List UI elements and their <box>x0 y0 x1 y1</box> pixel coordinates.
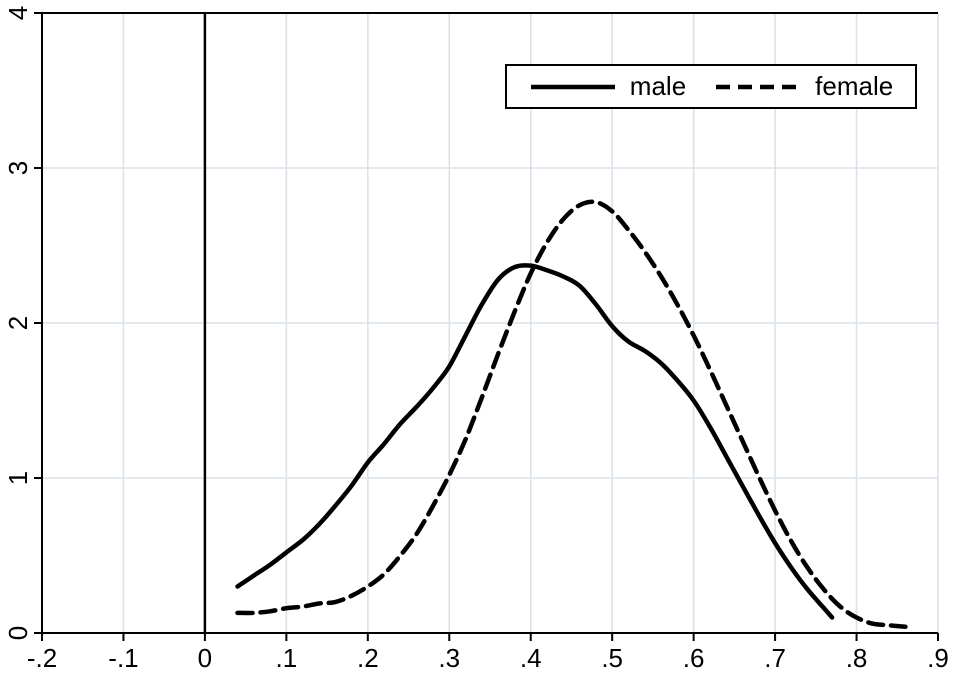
legend-item-male: male <box>529 73 686 101</box>
female-density-curve <box>235 199 908 630</box>
y-tick-label: 0 <box>3 626 33 640</box>
x-tick-label: .5 <box>601 643 623 673</box>
x-tick-label: 0 <box>198 643 212 673</box>
y-tick-label: 3 <box>3 161 33 175</box>
x-tick-label: .2 <box>357 643 379 673</box>
x-tick-label: .1 <box>276 643 298 673</box>
x-tick-label: -.2 <box>27 643 57 673</box>
x-tick-label: .4 <box>520 643 542 673</box>
legend-item-female: female <box>714 73 893 101</box>
legend: male female <box>505 64 917 109</box>
x-tick-label: .3 <box>438 643 460 673</box>
male-line-swatch <box>530 84 615 89</box>
y-tick-label: 1 <box>3 471 33 485</box>
x-tick-label: -.1 <box>108 643 138 673</box>
legend-label-male: male <box>629 70 687 101</box>
x-tick-label: .6 <box>683 643 705 673</box>
x-tick-label: .9 <box>927 643 949 673</box>
legend-label-female: female <box>815 70 894 101</box>
x-tick-label: .7 <box>764 643 786 673</box>
y-tick-label: 4 <box>3 6 33 20</box>
y-tick-label: 2 <box>3 316 33 330</box>
x-tick-label: .8 <box>846 643 868 673</box>
male-density-curve <box>235 263 835 620</box>
female-line-swatch <box>716 84 801 89</box>
